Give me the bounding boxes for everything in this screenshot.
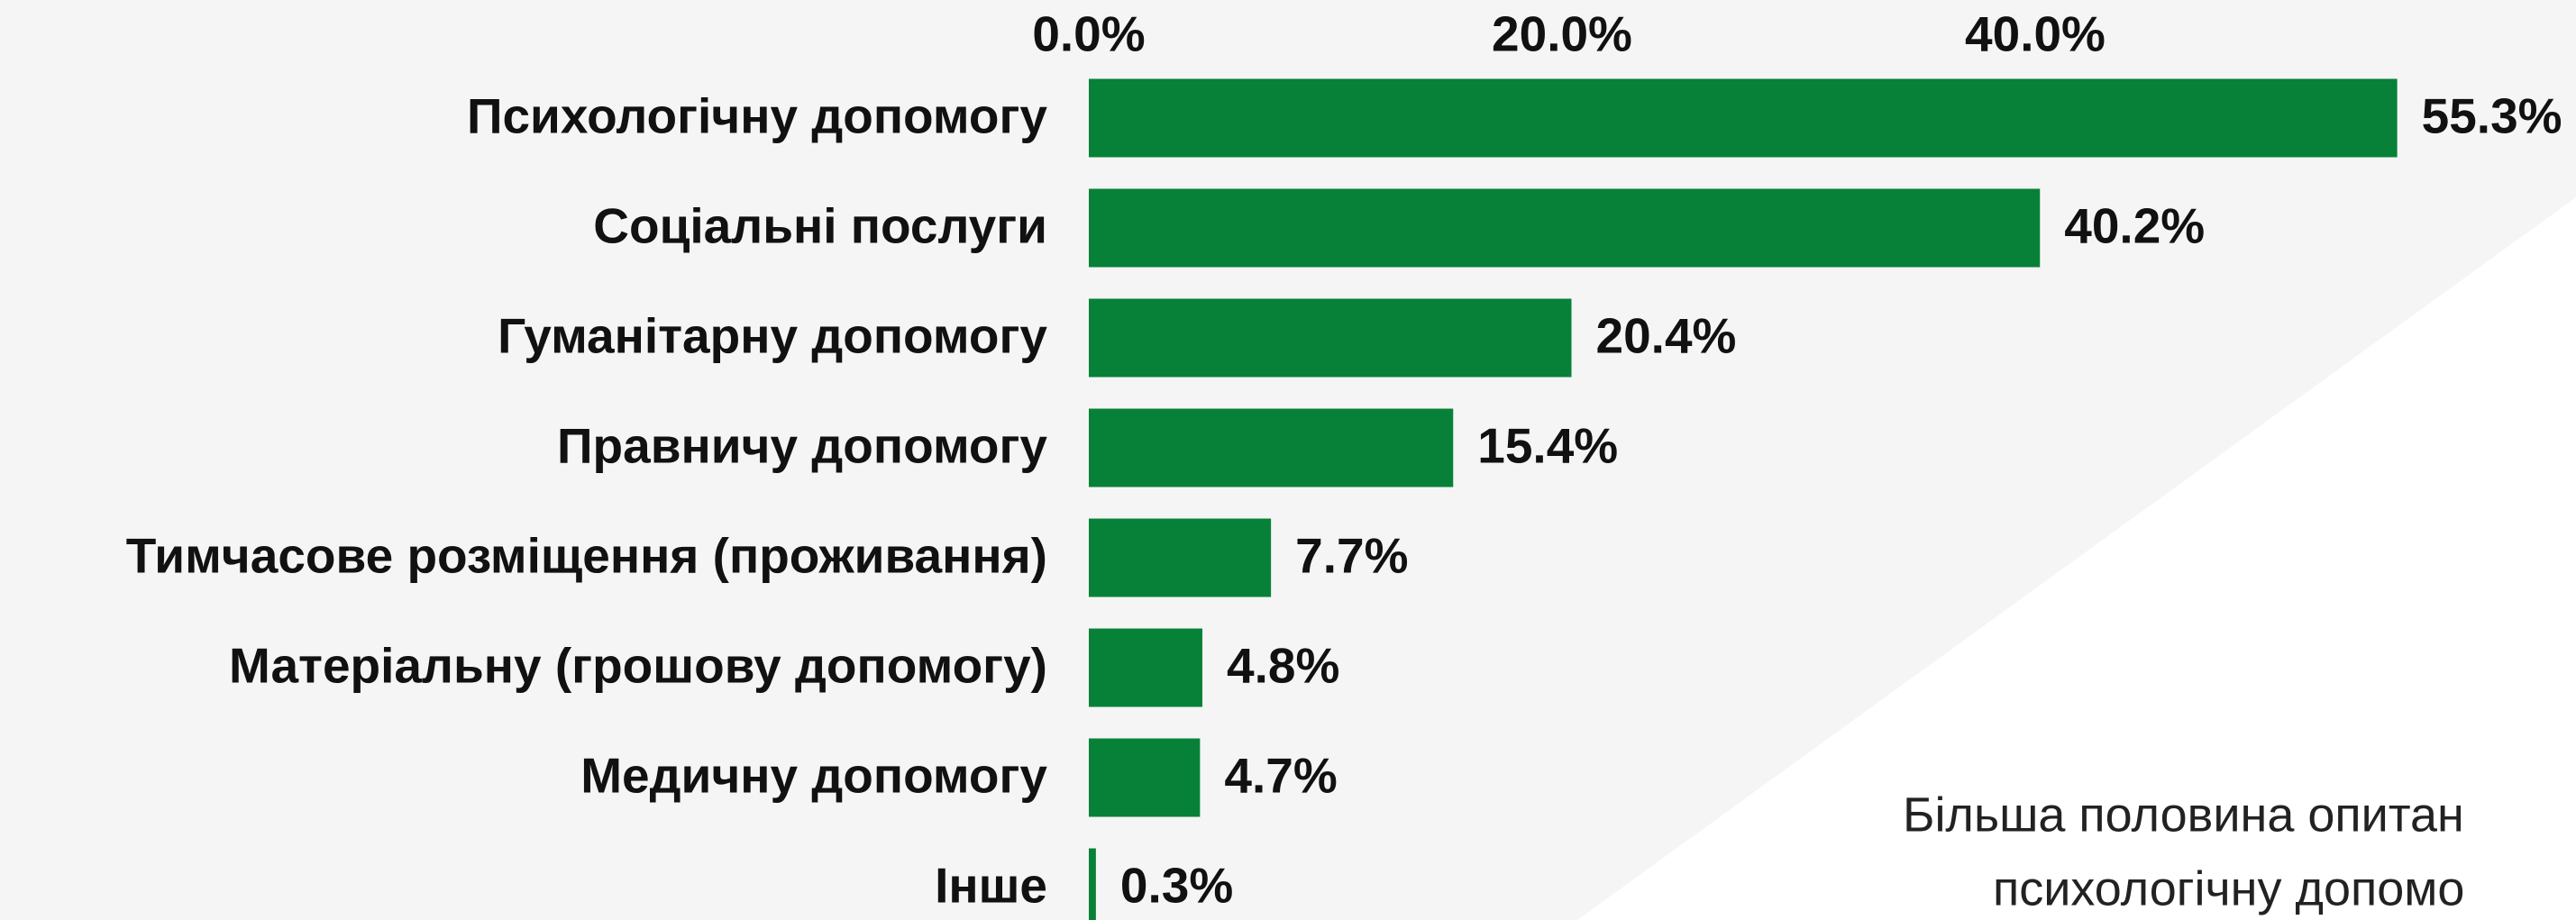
bar [1089,188,2041,268]
value-label: 15.4% [1477,418,1618,474]
value-label: 55.3% [2422,88,2562,144]
annotation: психологічну допомо [1993,861,2464,915]
x-tick-label: 20.0% [1492,6,1632,62]
y-tick-label: Тимчасове розміщення (проживання) [126,528,1047,584]
y-tick-label: Правничу допомогу [557,418,1047,474]
value-label: 4.7% [1224,748,1337,804]
x-tick-label: 40.0% [1965,6,2106,62]
value-label: 0.3% [1120,858,1233,914]
bar [1089,848,1096,920]
value-label: 40.2% [2064,198,2205,254]
value-label: 20.4% [1596,308,1737,364]
y-tick-label: Медичну допомогу [580,748,1047,804]
annotation: Більша половина опитан [1903,788,2464,842]
bar [1089,518,1272,597]
bar [1089,628,1202,707]
y-tick-label: Соціальні послуги [593,198,1047,254]
y-tick-label: Матеріальну (грошову допомогу) [229,638,1047,694]
bar [1089,408,1454,487]
x-tick-label: 0.0% [1032,6,1145,62]
value-label: 4.8% [1227,638,1339,694]
bar [1089,738,1201,817]
value-label: 7.7% [1295,528,1408,584]
y-tick-label: Гуманітарну допомогу [498,308,1047,364]
y-tick-label: Інше [935,858,1047,914]
y-tick-label: Психологічну допомогу [467,88,1047,144]
decor-triangle [1577,197,2576,920]
bar [1089,78,2398,158]
bar [1089,298,1572,378]
